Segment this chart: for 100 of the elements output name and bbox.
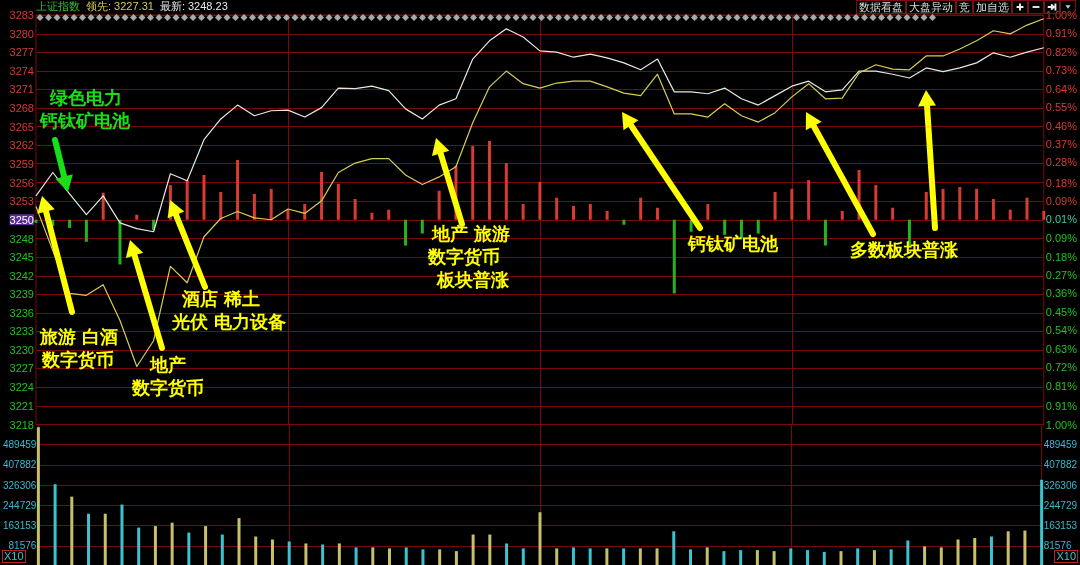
bar bbox=[571, 547, 575, 565]
bar bbox=[237, 518, 241, 565]
bar bbox=[1042, 210, 1046, 220]
y-tick-label: 3239 bbox=[9, 288, 34, 301]
y2-tick-label: 0.64% bbox=[1045, 82, 1078, 95]
bar bbox=[906, 540, 910, 565]
y-tick-label: 3259 bbox=[9, 157, 34, 170]
bar bbox=[989, 536, 993, 565]
y-tick-label: 3250 bbox=[9, 213, 34, 226]
bar bbox=[252, 193, 256, 220]
chart-title: 上证指数 bbox=[36, 0, 80, 12]
bar bbox=[202, 175, 206, 220]
annotation: 地产 bbox=[150, 353, 186, 376]
bar bbox=[236, 159, 240, 220]
y2-tick-label: 0.73% bbox=[1045, 64, 1078, 77]
annotation: 钙钛矿电池 bbox=[688, 232, 778, 255]
bar bbox=[471, 534, 475, 565]
bar bbox=[856, 548, 860, 565]
bar bbox=[655, 548, 659, 565]
bar bbox=[388, 548, 392, 565]
y-tick-label: 3262 bbox=[9, 139, 34, 152]
y-tick-label: 3283 bbox=[9, 9, 34, 21]
annotation: 绿色电力 bbox=[50, 86, 122, 109]
bar bbox=[219, 192, 223, 220]
bar bbox=[286, 209, 290, 220]
bar bbox=[505, 543, 509, 565]
bar bbox=[756, 219, 760, 234]
bar bbox=[639, 197, 643, 220]
y-tick-label: 3253 bbox=[9, 194, 34, 207]
annotation: 数字货币 bbox=[132, 376, 204, 399]
bar bbox=[353, 198, 357, 220]
bar bbox=[84, 219, 88, 242]
y-tick-label: 3233 bbox=[9, 325, 34, 338]
bar bbox=[404, 219, 408, 246]
bar bbox=[170, 522, 174, 565]
y2-tick-label: 0.28% bbox=[1045, 156, 1078, 169]
y-tick-label: 3277 bbox=[9, 46, 34, 59]
y2-tick-label: 0.55% bbox=[1045, 101, 1078, 114]
bar bbox=[688, 549, 692, 565]
y2-tick-label: 0.81% bbox=[1045, 379, 1078, 392]
text: X10 bbox=[1054, 550, 1078, 563]
bar bbox=[304, 543, 308, 565]
y2-tick-label: 0.72% bbox=[1045, 361, 1078, 374]
y2-tick-label: 0.09% bbox=[1045, 232, 1078, 245]
bar bbox=[956, 539, 960, 565]
y2-tick-label: 0.54% bbox=[1045, 324, 1078, 337]
bar bbox=[705, 547, 709, 565]
annotation: 光伏 电力设备 bbox=[172, 310, 287, 333]
annotation: 地产 旅游 bbox=[432, 222, 511, 245]
bar bbox=[153, 526, 157, 565]
y-tick-label: 3236 bbox=[9, 306, 34, 319]
bar bbox=[187, 532, 191, 565]
text: 加自选 bbox=[973, 0, 1012, 14]
y2-tick-label: 0.18% bbox=[1045, 250, 1078, 263]
text: 领先: 3227.31 bbox=[86, 0, 154, 12]
bar bbox=[118, 219, 122, 265]
y2-tick-label: 0.37% bbox=[1045, 137, 1078, 150]
y2-tick-label: 0.45% bbox=[1045, 305, 1078, 318]
y-tick-label: 3230 bbox=[9, 344, 34, 357]
annotation: 旅游 白酒 bbox=[40, 325, 119, 348]
y-tick-label: 3271 bbox=[9, 83, 34, 96]
y-tick-label: 3242 bbox=[9, 269, 34, 282]
y2-tick-label: 489459 bbox=[1043, 439, 1078, 451]
y2-tick-label: 0.46% bbox=[1045, 119, 1078, 132]
bar bbox=[991, 198, 995, 220]
bar bbox=[320, 171, 324, 220]
bar bbox=[739, 550, 743, 565]
bar bbox=[471, 146, 475, 220]
bar bbox=[204, 526, 208, 565]
bar bbox=[538, 512, 542, 565]
bar bbox=[420, 219, 424, 234]
bar bbox=[1006, 531, 1010, 565]
y2-tick-label: 0.01% bbox=[1045, 212, 1078, 225]
bar bbox=[975, 188, 979, 220]
y2-tick-label: 0.27% bbox=[1045, 269, 1078, 282]
bar bbox=[254, 536, 258, 565]
y2-tick-label: 0.36% bbox=[1045, 287, 1078, 300]
bar bbox=[939, 547, 943, 565]
bar bbox=[1008, 209, 1012, 220]
bar bbox=[521, 204, 525, 220]
bar bbox=[287, 541, 291, 565]
y-tick-label: 489459 bbox=[2, 439, 37, 451]
text: 大盘异动 bbox=[906, 0, 956, 14]
y-tick-label: 3218 bbox=[9, 418, 34, 431]
bar bbox=[806, 550, 810, 565]
y-tick-label: 3274 bbox=[9, 65, 34, 78]
y2-tick-label: 0.91% bbox=[1045, 400, 1078, 413]
bar bbox=[638, 548, 642, 565]
annotation: 钙钛矿电池 bbox=[40, 109, 130, 132]
y-tick-label: 3268 bbox=[9, 102, 34, 115]
bar bbox=[923, 546, 927, 565]
bar bbox=[773, 192, 777, 220]
bar bbox=[68, 219, 72, 228]
bar bbox=[572, 205, 575, 220]
y2-tick-label: 326306 bbox=[1043, 479, 1078, 491]
y-tick-label: 3224 bbox=[9, 381, 34, 394]
bar bbox=[370, 212, 374, 220]
y2-tick-label: 0.18% bbox=[1045, 176, 1078, 189]
y2-tick-label: 163153 bbox=[1043, 520, 1078, 532]
bar bbox=[438, 549, 442, 565]
